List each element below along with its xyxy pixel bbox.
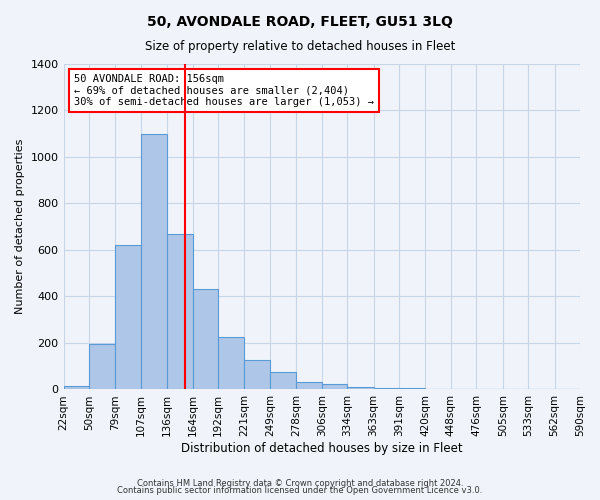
Bar	[193, 290, 218, 390]
Bar	[374, 388, 399, 390]
Bar	[167, 234, 193, 390]
Bar	[347, 387, 374, 390]
Text: Contains HM Land Registry data © Crown copyright and database right 2024.: Contains HM Land Registry data © Crown c…	[137, 478, 463, 488]
Y-axis label: Number of detached properties: Number of detached properties	[15, 139, 25, 314]
Bar	[218, 337, 244, 390]
Text: Contains public sector information licensed under the Open Government Licence v3: Contains public sector information licen…	[118, 486, 482, 495]
Bar	[64, 386, 89, 390]
Bar	[141, 134, 167, 390]
Bar	[399, 388, 425, 390]
Text: 50, AVONDALE ROAD, FLEET, GU51 3LQ: 50, AVONDALE ROAD, FLEET, GU51 3LQ	[147, 15, 453, 29]
Bar	[89, 344, 115, 390]
X-axis label: Distribution of detached houses by size in Fleet: Distribution of detached houses by size …	[181, 442, 463, 455]
Bar	[296, 382, 322, 390]
Text: 50 AVONDALE ROAD: 156sqm
← 69% of detached houses are smaller (2,404)
30% of sem: 50 AVONDALE ROAD: 156sqm ← 69% of detach…	[74, 74, 374, 107]
Text: Size of property relative to detached houses in Fleet: Size of property relative to detached ho…	[145, 40, 455, 53]
Bar	[270, 372, 296, 390]
Bar	[244, 360, 270, 390]
Bar	[115, 246, 141, 390]
Bar	[322, 384, 347, 390]
